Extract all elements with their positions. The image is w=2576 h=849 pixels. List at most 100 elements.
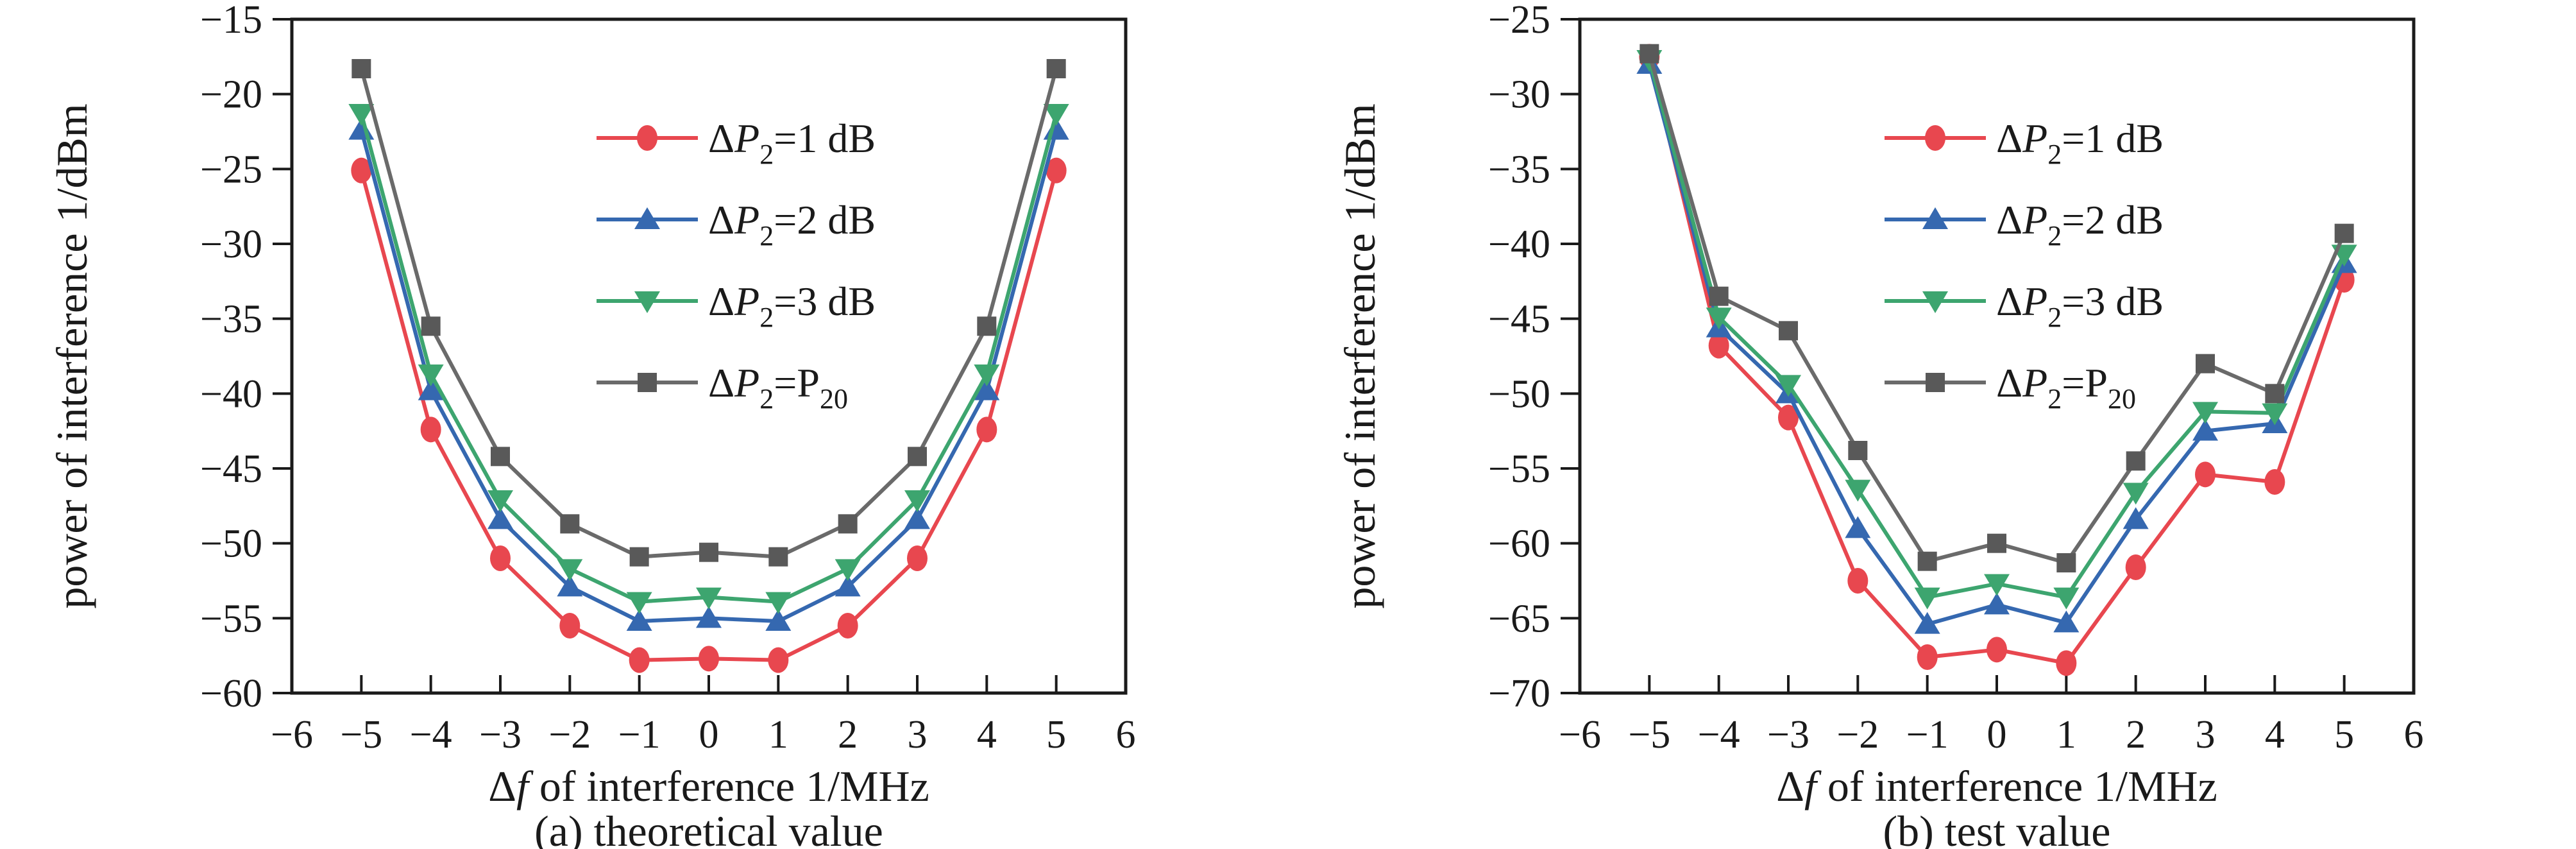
y-tick-label: −30 <box>1488 73 1550 117</box>
legend-marker-triangle-down <box>634 291 660 313</box>
data-point-circle <box>1987 637 2007 663</box>
y-tick-label: −70 <box>1488 672 1550 716</box>
data-point-square <box>560 514 580 534</box>
x-tick-label: 2 <box>2126 713 2146 757</box>
y-tick-label: −40 <box>200 372 262 416</box>
data-point-triangle-up <box>904 507 930 529</box>
chart-caption: (a) theoretical value <box>534 807 883 849</box>
x-tick-label: 1 <box>768 713 788 757</box>
legend-marker-triangle-up <box>634 207 660 229</box>
x-tick-label: −6 <box>271 713 313 757</box>
x-tick-label: −6 <box>1559 713 1601 757</box>
data-point-triangle-down <box>487 490 513 512</box>
x-tick-label: 6 <box>2404 713 2424 757</box>
x-tick-label: 3 <box>2196 713 2216 757</box>
data-point-triangle-down <box>348 104 375 126</box>
data-point-triangle-down <box>1914 587 1940 610</box>
x-tick-label: −1 <box>618 713 661 757</box>
y-tick-label: −50 <box>1488 372 1550 416</box>
data-point-triangle-up <box>487 507 513 529</box>
chart-caption: (b) test value <box>1883 807 2111 849</box>
x-tick-label: 0 <box>699 713 719 757</box>
y-axis-title: power of interference 1/dBm <box>47 103 96 608</box>
data-point-triangle-down <box>1845 479 1871 502</box>
x-tick-label: −3 <box>479 713 521 757</box>
data-point-square <box>699 542 718 562</box>
data-point-triangle-down <box>974 364 1000 386</box>
data-point-square <box>352 59 371 78</box>
data-point-square <box>2056 553 2076 572</box>
data-point-triangle-up <box>2123 507 2149 529</box>
data-point-triangle-up <box>2192 418 2218 441</box>
data-point-circle <box>629 647 650 673</box>
chart-test-panel: −6 −5 −4 −3 −2 −1 0 1 2 3 4 5 6 −70 −65 −60 −55 −50 −45 −40… <box>1288 0 2576 849</box>
x-tick-label: 5 <box>1046 713 1066 757</box>
data-point-square <box>838 514 858 534</box>
legend-marker-triangle-up <box>1922 207 1948 229</box>
legend-label: ΔP2=P20 <box>708 360 848 415</box>
data-point-triangle-down <box>1984 574 2010 596</box>
data-point-triangle-down <box>835 559 861 581</box>
data-point-triangle-up <box>1914 612 1940 634</box>
data-point-circle <box>490 545 511 571</box>
x-tick-label: 1 <box>2056 713 2076 757</box>
data-point-square <box>1779 321 1798 341</box>
y-tick-label: −65 <box>1488 597 1550 640</box>
data-point-triangle-down <box>2262 403 2288 425</box>
x-tick-label: 4 <box>2265 713 2285 757</box>
data-point-triangle-down <box>1706 307 1732 330</box>
y-tick-label: −45 <box>200 447 262 491</box>
data-point-square <box>2334 223 2354 243</box>
data-point-triangle-down <box>2123 483 2149 505</box>
data-point-circle <box>837 613 858 639</box>
chart-theoretical-value: −6 −5 −4 −3 −2 −1 0 1 2 3 4 5 6 −60 −55 −50 −45 −40 −35 −30… <box>47 0 1136 849</box>
legend-label: ΔP2=P20 <box>1996 360 2136 415</box>
x-tick-label: −3 <box>1767 713 1809 757</box>
series-line-triangle-down <box>359 113 1058 604</box>
data-point-circle <box>420 416 441 443</box>
data-point-triangle-down <box>1043 104 1069 126</box>
data-point-triangle-down <box>2053 587 2080 610</box>
y-tick-label: −60 <box>1488 522 1550 566</box>
data-point-triangle-down <box>418 364 444 386</box>
y-tick-label: −25 <box>200 148 262 191</box>
y-tick-label: −45 <box>1488 298 1550 341</box>
data-point-circle <box>976 416 997 443</box>
x-tick-label: −2 <box>1836 713 1879 757</box>
legend-label: ΔP2=2 dB <box>708 197 876 252</box>
x-tick-label: −4 <box>1698 713 1740 757</box>
data-point-triangle-down <box>1775 375 1801 397</box>
y-tick-label: −30 <box>200 223 262 266</box>
data-point-circle <box>1046 157 1067 184</box>
data-point-circle <box>2264 469 2285 495</box>
data-point-circle <box>907 545 928 571</box>
data-point-triangle-up <box>557 574 583 597</box>
data-point-circle <box>351 157 372 184</box>
data-point-circle <box>1847 568 1868 594</box>
x-tick-label: 6 <box>1116 713 1136 757</box>
data-point-circle <box>1708 332 1729 359</box>
x-tick-label: 4 <box>977 713 997 757</box>
x-tick-label: 5 <box>2334 713 2354 757</box>
y-axis-title: power of interference 1/dBm <box>1335 103 1384 608</box>
data-point-triangle-up <box>974 378 1000 400</box>
x-tick-label: −1 <box>1906 713 1949 757</box>
data-point-square <box>1848 441 1868 460</box>
data-point-circle <box>2056 650 2077 676</box>
legend-marker-triangle-down <box>1922 291 1948 313</box>
data-point-square <box>1917 551 1937 571</box>
y-tick-label: −50 <box>200 522 262 566</box>
chart-theoretical-panel: −6 −5 −4 −3 −2 −1 0 1 2 3 4 5 6 −60 −55 −50 −45 −40 −35 −30… <box>47 0 1136 849</box>
legend-label: ΔP2=3 dB <box>708 279 876 333</box>
legend-label: ΔP2=3 dB <box>1996 279 2164 333</box>
data-point-square <box>421 316 441 336</box>
data-point-square <box>977 316 997 336</box>
data-point-triangle-up <box>418 378 444 400</box>
x-tick-label: 2 <box>838 713 858 757</box>
data-point-triangle-down <box>696 587 722 610</box>
y-tick-label: −35 <box>200 298 262 341</box>
series-line-circle <box>359 169 1058 662</box>
data-point-circle <box>699 646 719 672</box>
legend-marker-square <box>1926 373 1945 392</box>
